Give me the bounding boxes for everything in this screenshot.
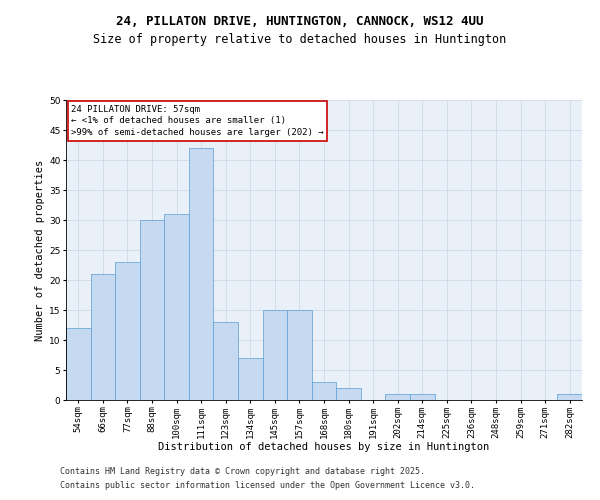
- Y-axis label: Number of detached properties: Number of detached properties: [35, 160, 45, 340]
- Bar: [214, 322, 238, 400]
- Bar: [557, 394, 582, 400]
- Bar: [238, 358, 263, 400]
- Text: 24, PILLATON DRIVE, HUNTINGTON, CANNOCK, WS12 4UU: 24, PILLATON DRIVE, HUNTINGTON, CANNOCK,…: [116, 15, 484, 28]
- Bar: [287, 310, 312, 400]
- X-axis label: Distribution of detached houses by size in Huntington: Distribution of detached houses by size …: [158, 442, 490, 452]
- Bar: [385, 394, 410, 400]
- Text: Size of property relative to detached houses in Huntington: Size of property relative to detached ho…: [94, 32, 506, 46]
- Bar: [115, 262, 140, 400]
- Bar: [91, 274, 115, 400]
- Text: Contains HM Land Registry data © Crown copyright and database right 2025.: Contains HM Land Registry data © Crown c…: [60, 467, 425, 476]
- Bar: [189, 148, 214, 400]
- Bar: [263, 310, 287, 400]
- Bar: [140, 220, 164, 400]
- Bar: [66, 328, 91, 400]
- Text: Contains public sector information licensed under the Open Government Licence v3: Contains public sector information licen…: [60, 481, 475, 490]
- Bar: [336, 388, 361, 400]
- Bar: [164, 214, 189, 400]
- Text: 24 PILLATON DRIVE: 57sqm
← <1% of detached houses are smaller (1)
>99% of semi-d: 24 PILLATON DRIVE: 57sqm ← <1% of detach…: [71, 104, 324, 137]
- Bar: [410, 394, 434, 400]
- Bar: [312, 382, 336, 400]
